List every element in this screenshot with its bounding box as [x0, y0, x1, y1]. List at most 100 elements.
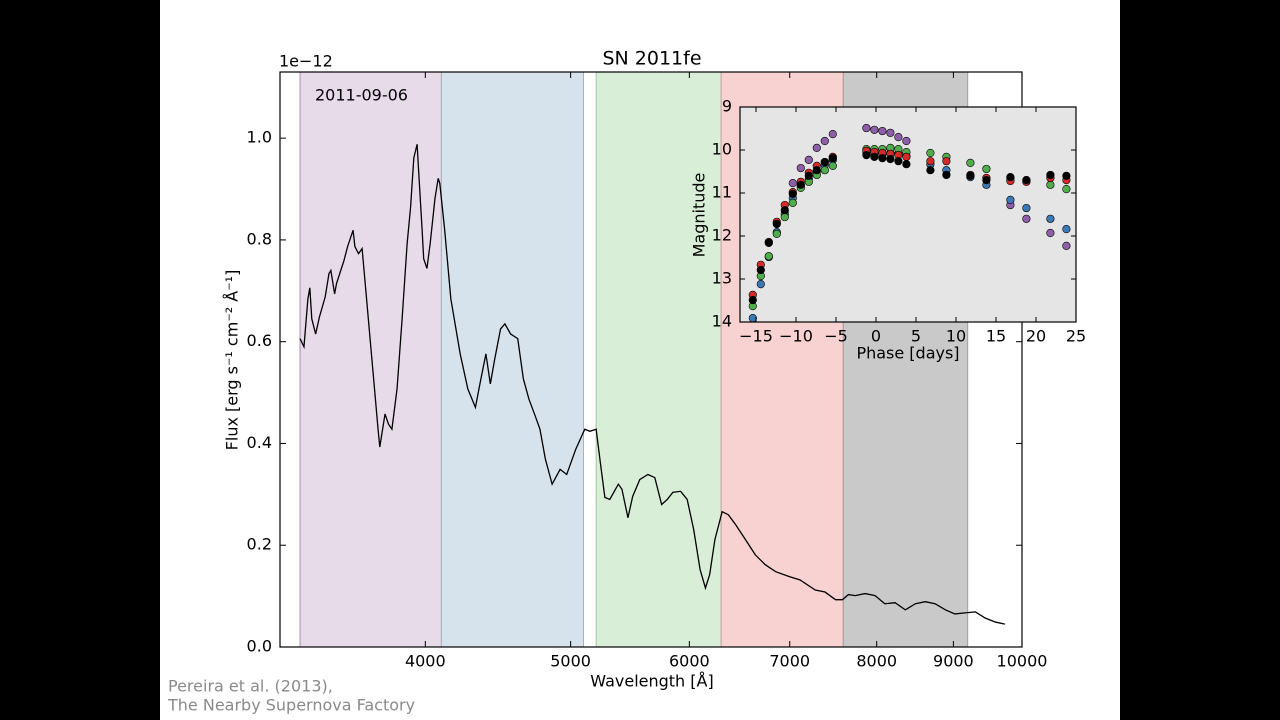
- light-curve-point: [894, 133, 903, 142]
- x-tick-label: 15: [986, 327, 1006, 346]
- light-curve-point: [748, 314, 757, 323]
- light-curve-point: [756, 265, 765, 275]
- y-tick-label: 0.8: [247, 229, 272, 248]
- light-curve-point: [942, 170, 951, 180]
- light-curve-point: [820, 166, 829, 175]
- light-curve-point: [764, 238, 773, 247]
- light-curve-point: [966, 171, 975, 180]
- x-tick-label: 10: [946, 327, 966, 346]
- light-curve-point: [1046, 180, 1055, 189]
- y-tick-label: 9: [722, 97, 732, 116]
- light-curve-point: [1022, 203, 1031, 213]
- light-curve-point: [796, 180, 805, 189]
- light-curve-point: [780, 206, 789, 215]
- y-tick-label: 1.0: [247, 128, 272, 147]
- light-curve-point: [902, 152, 911, 161]
- chart-title: SN 2011fe: [602, 48, 701, 70]
- filter-band: [440, 71, 585, 648]
- y-axis-label: Flux [erg s⁻¹ cm⁻² Å⁻¹]: [223, 270, 242, 451]
- y-tick-label: 11: [712, 183, 732, 202]
- light-curve-point: [812, 143, 821, 152]
- light-curve-point: [828, 129, 837, 139]
- y-tick-label: 0.0: [247, 637, 272, 656]
- x-tick-label: 10000: [997, 652, 1048, 671]
- light-curve-point: [870, 125, 879, 134]
- y-tick-label: 12: [712, 226, 732, 245]
- inset-x-axis-label: Phase [days]: [856, 344, 959, 363]
- light-curve-point: [1022, 214, 1031, 223]
- light-curve-point: [926, 148, 935, 158]
- axis-offset: 1e−12: [279, 52, 333, 71]
- light-curve-point: [966, 158, 975, 167]
- light-curve-point: [756, 280, 765, 289]
- x-tick-label: 4000: [405, 652, 446, 671]
- light-curve-point: [862, 151, 871, 160]
- light-curve-point: [878, 126, 887, 136]
- plot-layer: 4000 5000 6000 7000 8000 9000 10000 0.0 0.2 0.4 0.…: [247, 71, 1086, 671]
- light-curve-point: [1022, 176, 1031, 185]
- light-curve-point: [886, 154, 895, 164]
- y-tick-label: 0.6: [247, 331, 272, 350]
- y-tick-label: 14: [712, 312, 732, 331]
- light-curve-point: [1046, 214, 1055, 223]
- x-tick-label: −5: [824, 327, 848, 346]
- x-tick-label: 8000: [856, 652, 897, 671]
- light-curve-point: [1046, 228, 1055, 238]
- light-curve-point: [878, 154, 887, 163]
- light-curve-point: [902, 160, 911, 169]
- x-tick-label: −10: [779, 327, 813, 346]
- light-curve-point: [796, 163, 805, 173]
- x-tick-label: 25: [1066, 327, 1086, 346]
- credit: The Nearby Supernova Factory: [167, 696, 415, 715]
- x-tick-label: 20: [1026, 327, 1046, 346]
- x-tick-label: 7000: [769, 652, 810, 671]
- light-curve-point: [1062, 171, 1071, 180]
- x-tick-label: −15: [739, 327, 773, 346]
- light-curve-point: [1046, 170, 1055, 180]
- credit: Pereira et al. (2013),: [168, 677, 333, 696]
- axes-frame: [739, 106, 1077, 323]
- light-curve-point: [886, 128, 895, 137]
- light-curve-point: [772, 219, 781, 229]
- light-curve-point: [1062, 185, 1071, 194]
- light-curve-point: [982, 164, 991, 174]
- light-curve-point: [870, 152, 879, 161]
- light-curve-point: [812, 166, 821, 175]
- light-curve-point: [942, 157, 951, 166]
- y-tick-label: 13: [712, 269, 732, 288]
- light-curve-point: [982, 176, 991, 185]
- y-tick-label: 0.4: [247, 433, 272, 452]
- annotation: 2011-09-06: [315, 86, 408, 105]
- x-axis-label: Wavelength [Å]: [590, 672, 713, 691]
- light-curve-point: [828, 161, 837, 171]
- x-tick-label: 9000: [933, 652, 974, 671]
- light-curve-point: [804, 171, 813, 180]
- light-curve-point: [788, 198, 797, 207]
- light-curve-point: [1006, 172, 1015, 182]
- light-curve-point: [804, 155, 813, 164]
- light-curve-point: [926, 166, 935, 175]
- light-curve-point: [748, 295, 757, 305]
- light-curve-point: [902, 136, 911, 146]
- inset-y-axis-label: Magnitude: [690, 173, 709, 258]
- light-curve-point: [862, 123, 871, 133]
- light-curve-point: [820, 136, 829, 146]
- light-curve-point: [1062, 225, 1071, 234]
- light-curve-point: [1006, 195, 1015, 204]
- light-curve-point: [772, 229, 781, 238]
- light-curve-point: [828, 154, 837, 163]
- axes-frame: [279, 71, 1023, 648]
- light-curve-point: [1062, 241, 1071, 250]
- y-tick-label: 10: [712, 140, 732, 159]
- light-curve-point: [820, 157, 829, 167]
- light-curve-point: [764, 252, 773, 261]
- light-curve-point: [780, 212, 789, 222]
- light-curve-point: [926, 157, 935, 166]
- x-tick-label: 6000: [669, 652, 710, 671]
- light-curve-point: [788, 189, 797, 198]
- filter-band: [595, 71, 722, 648]
- y-tick-label: 0.2: [247, 535, 272, 554]
- x-tick-label: 5000: [550, 652, 591, 671]
- x-tick-label: 0: [871, 327, 881, 346]
